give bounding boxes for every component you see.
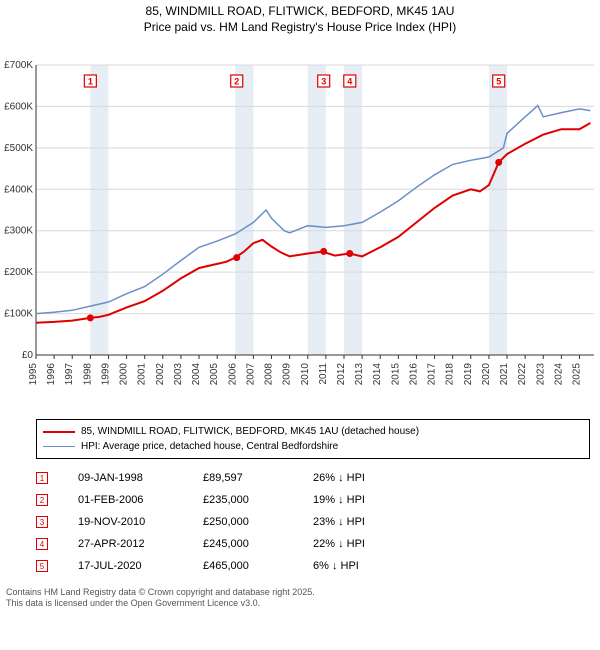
transaction-delta: 22% ↓ HPI (313, 538, 413, 550)
marker-number: 4 (347, 77, 352, 87)
svg-text:1996: 1996 (46, 363, 57, 386)
svg-text:£700K: £700K (4, 60, 33, 71)
svg-text:2023: 2023 (535, 363, 546, 386)
legend-item: 85, WINDMILL ROAD, FLITWICK, BEDFORD, MK… (43, 424, 583, 439)
transaction-delta: 23% ↓ HPI (313, 516, 413, 528)
footer-licence: Contains HM Land Registry data © Crown c… (6, 587, 594, 610)
svg-text:2020: 2020 (481, 363, 492, 386)
transaction-row: 1 09-JAN-1998 £89,597 26% ↓ HPI (36, 467, 590, 489)
legend-label: HPI: Average price, detached house, Cent… (81, 439, 338, 454)
marker-number: 1 (88, 77, 93, 87)
svg-text:2003: 2003 (173, 363, 184, 386)
svg-text:1995: 1995 (28, 363, 39, 386)
svg-text:2021: 2021 (499, 363, 510, 386)
svg-text:2022: 2022 (517, 363, 528, 386)
legend-swatch (43, 431, 75, 433)
transaction-row: 4 27-APR-2012 £245,000 22% ↓ HPI (36, 533, 590, 555)
svg-text:2016: 2016 (408, 363, 419, 386)
transaction-marker: 5 (36, 560, 48, 572)
svg-text:£400K: £400K (4, 184, 33, 195)
svg-text:2025: 2025 (572, 363, 583, 386)
svg-text:2005: 2005 (209, 363, 220, 386)
sale-marker (87, 315, 94, 322)
transaction-row: 5 17-JUL-2020 £465,000 6% ↓ HPI (36, 555, 590, 577)
svg-text:2002: 2002 (155, 363, 166, 386)
legend-item: HPI: Average price, detached house, Cent… (43, 439, 583, 454)
sale-marker (320, 248, 327, 255)
svg-text:2017: 2017 (427, 363, 438, 386)
transaction-price: £235,000 (203, 494, 283, 506)
svg-text:£300K: £300K (4, 226, 33, 237)
legend-swatch (43, 446, 75, 447)
svg-text:2024: 2024 (553, 363, 564, 386)
transactions-table: 1 09-JAN-1998 £89,597 26% ↓ HPI 2 01-FEB-2006… (36, 467, 590, 577)
svg-text:£0: £0 (22, 350, 34, 361)
marker-number: 3 (321, 77, 326, 87)
legend: 85, WINDMILL ROAD, FLITWICK, BEDFORD, MK… (36, 419, 590, 459)
svg-text:2013: 2013 (354, 363, 365, 386)
transaction-date: 01-FEB-2006 (78, 494, 173, 506)
svg-text:2012: 2012 (336, 363, 347, 386)
transaction-marker: 1 (36, 472, 48, 484)
transaction-row: 3 19-NOV-2010 £250,000 23% ↓ HPI (36, 511, 590, 533)
transaction-price: £465,000 (203, 560, 283, 572)
svg-text:2015: 2015 (390, 363, 401, 386)
svg-text:2008: 2008 (264, 363, 275, 386)
footer-line-1: Contains HM Land Registry data © Crown c… (6, 587, 594, 598)
transaction-date: 19-NOV-2010 (78, 516, 173, 528)
sale-marker (495, 159, 502, 166)
transaction-marker: 4 (36, 538, 48, 550)
svg-text:1997: 1997 (64, 363, 75, 386)
svg-text:2001: 2001 (137, 363, 148, 386)
svg-text:1999: 1999 (100, 363, 111, 386)
transaction-row: 2 01-FEB-2006 £235,000 19% ↓ HPI (36, 489, 590, 511)
price-chart: £0 £100K £200K £300K £400K £500K £600K £700K 199… (0, 35, 600, 415)
sale-marker (233, 254, 240, 261)
transaction-delta: 19% ↓ HPI (313, 494, 413, 506)
transaction-date: 09-JAN-1998 (78, 472, 173, 484)
marker-number: 2 (234, 77, 239, 87)
transaction-marker: 2 (36, 494, 48, 506)
svg-text:2018: 2018 (445, 363, 456, 386)
svg-text:£600K: £600K (4, 102, 33, 113)
transaction-price: £89,597 (203, 472, 283, 484)
svg-text:2014: 2014 (372, 363, 383, 386)
svg-text:2006: 2006 (227, 363, 238, 386)
svg-text:2019: 2019 (463, 363, 474, 386)
chart-title: 85, WINDMILL ROAD, FLITWICK, BEDFORD, MK… (0, 0, 600, 35)
svg-text:2009: 2009 (282, 363, 293, 386)
svg-text:£200K: £200K (4, 267, 33, 278)
transaction-date: 27-APR-2012 (78, 538, 173, 550)
svg-text:2011: 2011 (318, 363, 329, 385)
svg-text:2000: 2000 (119, 363, 130, 386)
title-address: 85, WINDMILL ROAD, FLITWICK, BEDFORD, MK… (0, 4, 600, 20)
transaction-date: 17-JUL-2020 (78, 560, 173, 572)
chart-area: £0 £100K £200K £300K £400K £500K £600K £700K 199… (0, 35, 600, 415)
svg-text:2004: 2004 (191, 363, 202, 386)
transaction-price: £250,000 (203, 516, 283, 528)
svg-text:£100K: £100K (4, 309, 33, 320)
legend-label: 85, WINDMILL ROAD, FLITWICK, BEDFORD, MK… (81, 424, 419, 439)
svg-text:2010: 2010 (300, 363, 311, 386)
svg-text:£500K: £500K (4, 143, 33, 154)
title-subtitle: Price paid vs. HM Land Registry's House … (0, 20, 600, 36)
sale-marker (346, 250, 353, 257)
svg-text:1998: 1998 (82, 363, 93, 386)
transaction-delta: 26% ↓ HPI (313, 472, 413, 484)
marker-number: 5 (496, 77, 501, 87)
svg-text:2007: 2007 (245, 363, 256, 386)
footer-line-2: This data is licensed under the Open Gov… (6, 598, 594, 609)
transaction-marker: 3 (36, 516, 48, 528)
transaction-delta: 6% ↓ HPI (313, 560, 413, 572)
transaction-price: £245,000 (203, 538, 283, 550)
